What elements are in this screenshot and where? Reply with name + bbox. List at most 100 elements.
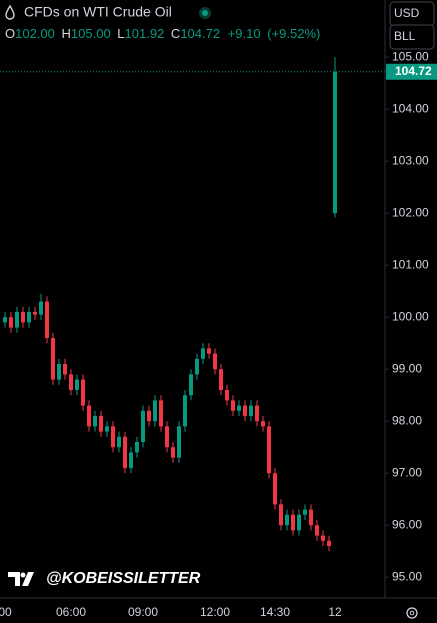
candle-body [99,416,103,432]
candle-body [141,410,145,442]
y-tick-label: 105.00 [392,49,429,63]
candle-body [273,473,277,505]
candle-body [279,504,283,526]
candle-body [309,509,313,526]
y-tick-label: 95.00 [392,569,422,583]
candle-body [159,400,163,427]
candle-body [87,405,91,427]
legend-change-percent: (+9.52%) [267,26,320,41]
watermark-text: @KOBEISSILETTER [46,570,201,587]
candle-body [3,317,7,323]
candle-body [189,374,193,396]
candle-body [195,358,199,375]
x-tick-label: 12:00 [200,605,230,619]
candle-body [123,436,127,468]
legend-value: 101.92 [125,26,165,41]
candle-body [129,452,133,468]
candle-body [225,390,229,401]
settings-icon[interactable] [406,607,418,619]
candle-body [75,379,79,390]
symbol-icon [5,4,15,20]
y-tick-label: 104.00 [392,101,429,115]
candle-body [327,540,331,546]
candle-body [153,400,157,422]
candle-body [147,410,151,422]
y-tick-label: 100.00 [392,309,429,323]
candle-body [165,426,169,448]
candle-body [255,405,259,422]
last-price-box [386,63,437,80]
candle-body [213,353,217,370]
candle-body [27,312,31,323]
title: CFDs on WTI Crude Oil [24,4,172,20]
candle-body [261,421,265,427]
candle-body [207,348,211,354]
candle-body [135,442,139,453]
x-tick-label: 12 [328,605,342,619]
candle-body [21,312,25,323]
candle-body [33,312,37,315]
settings-icon[interactable] [406,607,418,619]
x-tick-label: 14:30 [260,605,290,619]
candle-body [111,426,115,448]
legend-change: +9.10 [228,26,261,41]
candle-body [267,426,271,474]
y-tick-label: 102.00 [392,205,429,219]
candle-body [63,364,67,375]
candle-body [117,436,121,448]
plot [0,56,389,578]
x-tick-label: 09:00 [128,605,158,619]
legend-value: 104.72 [180,26,220,41]
legend-label: O [5,26,15,41]
candle-body [321,535,325,541]
ohlc-legend: O102.00 H105.00 L101.92 C104.72 +9.10 (+… [5,26,320,41]
unit-button-label[interactable]: BLL [394,29,416,43]
candle-body [219,369,223,390]
legend-label: H [62,26,71,41]
status-dot [202,10,208,16]
candle-body [315,525,319,536]
currency-button-label[interactable]: USD [394,6,420,20]
y-tick-label: 103.00 [392,153,429,167]
candle-body [9,317,13,328]
candle-body [285,514,289,526]
legend-label: C [171,26,180,41]
candle-body [333,71,337,214]
candle-body [291,514,295,531]
x-tick-label: 00 [0,605,12,619]
candle-body [45,301,49,338]
candle-body [297,514,301,531]
candle-body [243,405,247,416]
watermark: @KOBEISSILETTER [8,570,201,587]
legend-value: 105.00 [71,26,111,41]
y-tick-label: 98.00 [392,413,422,427]
candle-body [105,426,109,432]
candle-body [201,348,205,359]
y-tick-label: 101.00 [392,257,429,271]
logo [20,572,26,578]
candle-body [15,312,19,328]
legend-label: L [117,26,124,41]
settings-icon[interactable] [409,610,415,616]
last-price-label: 104.72 [395,64,432,78]
candle-body [93,416,97,427]
unit-button[interactable] [389,24,435,50]
y-tick-label: 96.00 [392,517,422,531]
logo [8,572,34,586]
x-tick-label: 06:00 [56,605,86,619]
candle-body [39,301,43,315]
y-tick-label: 99.00 [392,361,422,375]
y-tick-label: 97.00 [392,465,422,479]
candle-body [57,364,61,380]
legend-value: 102.00 [15,26,55,41]
candle-body [303,509,307,515]
candle-body [237,405,241,411]
candle-body [249,405,253,416]
candle-body [177,426,181,458]
header: CFDs on WTI Crude Oil O102.00 H105.00 L1… [5,4,320,42]
candle-body [231,400,235,411]
candle-body [81,379,85,406]
